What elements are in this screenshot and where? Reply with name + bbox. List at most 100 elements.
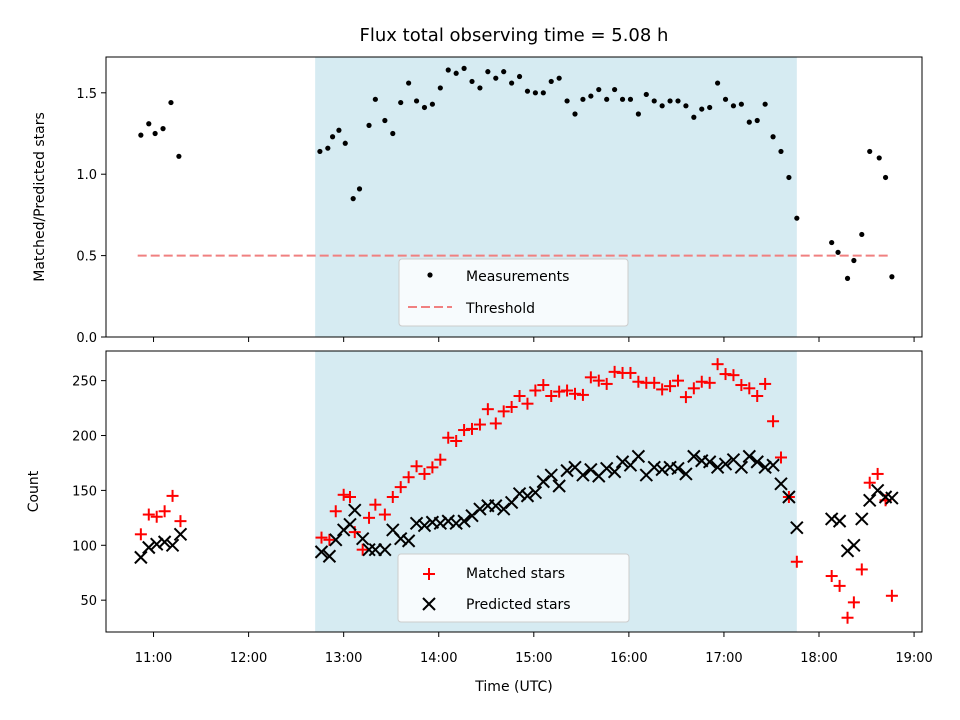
predicted-star-point <box>348 503 362 517</box>
matched-star-point <box>150 510 163 523</box>
measurement-point <box>889 274 895 280</box>
predicted-star-point <box>378 542 392 557</box>
predicted-star-point <box>758 460 772 475</box>
matched-star-point <box>166 489 179 502</box>
y-tick-label: 150 <box>72 484 97 499</box>
matched-star-point <box>767 415 780 428</box>
predicted-star-point <box>599 461 614 476</box>
matched-star-point <box>561 384 574 397</box>
measurement-point <box>762 101 768 107</box>
measurement-point <box>372 96 378 102</box>
measurement-point <box>350 196 356 202</box>
measurement-point <box>445 67 451 73</box>
predicted-star-point <box>576 468 590 482</box>
matched-star-point <box>394 481 407 494</box>
matched-star-point <box>337 488 350 501</box>
predicted-star-point <box>774 477 788 491</box>
legend-swatch <box>427 272 433 278</box>
matched-star-point <box>426 461 439 474</box>
measurement-point <box>619 96 626 102</box>
predicted-star-point <box>855 512 869 526</box>
legend-label-measurements: Measurements <box>466 269 569 285</box>
measurement-point <box>138 132 144 138</box>
matched-star-point <box>418 467 431 480</box>
measurement-point <box>453 70 459 76</box>
matched-star-point <box>624 366 637 379</box>
measurement-point <box>382 117 388 124</box>
matched-star-point <box>529 384 542 397</box>
measurement-point <box>532 90 538 96</box>
measurement-point <box>572 111 578 117</box>
matched-star-point <box>481 403 494 416</box>
measurement-point <box>699 106 705 112</box>
y-tick-label: 250 <box>72 375 97 390</box>
measurement-point <box>715 80 721 86</box>
predicted-star-point <box>782 490 796 504</box>
measurement-point <box>342 140 348 146</box>
measurement-point <box>829 239 835 246</box>
measurement-point <box>564 98 570 104</box>
matched-star-point <box>774 451 787 464</box>
bottom-legend-box <box>397 553 630 623</box>
x-tick-label: 11:00 <box>135 651 172 666</box>
predicted-star-point <box>742 449 757 464</box>
matched-star-point <box>632 375 645 388</box>
measurement-point <box>421 104 428 111</box>
measurement-point <box>437 85 443 91</box>
matched-star-point <box>743 382 756 395</box>
matched-star-point <box>473 418 486 431</box>
predicted-star-point <box>355 531 370 546</box>
measurement-point <box>390 130 396 137</box>
matched-star-point <box>855 563 868 576</box>
matched-star-point <box>434 453 447 466</box>
legend-marker-measurements <box>427 272 433 278</box>
top-plot-frame <box>105 56 923 338</box>
matched-star-point <box>329 505 342 518</box>
measurement-point <box>675 98 681 104</box>
matched-star-point <box>450 435 463 448</box>
matched-star-point <box>513 390 526 403</box>
measurement-point <box>548 78 554 85</box>
predicted-star-point <box>734 460 749 475</box>
measurement-point <box>398 99 404 106</box>
top-panel: 0.0 0.5 1.0 1.5 Flux total observing time =… <box>32 25 923 346</box>
matched-star-point <box>174 515 187 528</box>
measurement-point <box>627 96 634 102</box>
predicted-star-point <box>750 455 764 469</box>
matched-star-points <box>134 358 898 624</box>
matched-star-point <box>790 555 803 568</box>
predicted-star-point <box>702 455 717 469</box>
matched-star-point <box>759 377 772 390</box>
measurement-point <box>778 148 784 155</box>
predicted-star-point <box>512 486 527 501</box>
measurement-point <box>356 186 363 192</box>
matched-star-point <box>344 490 357 503</box>
bottom-plot-frame <box>105 350 923 633</box>
measurement-point <box>667 98 673 104</box>
chart-title: Flux total observing time = 5.08 h <box>360 25 669 46</box>
matched-star-point <box>600 377 613 390</box>
matched-star-point <box>489 417 502 430</box>
matched-star-point <box>703 376 716 389</box>
matched-star-point <box>386 490 399 503</box>
measurement-point <box>786 174 792 181</box>
predicted-star-point <box>766 458 780 472</box>
matched-star-point <box>545 390 558 403</box>
matched-star-point <box>841 611 854 624</box>
y-tick-label: 100 <box>72 539 97 554</box>
measurement-point <box>493 75 499 81</box>
matched-star-point <box>369 498 382 511</box>
bottom-legend: Matched stars Predicted stars <box>397 553 630 623</box>
matched-star-point <box>608 365 621 378</box>
matched-star-point <box>735 379 748 392</box>
matched-star-point <box>679 391 692 404</box>
predicted-star-point <box>173 527 188 542</box>
predicted-star-point <box>631 449 646 464</box>
legend-marker-matched <box>423 568 435 580</box>
measurement-point <box>501 69 507 75</box>
predicted-star-point <box>647 460 661 475</box>
matched-star-point <box>505 400 518 413</box>
predicted-star-point <box>433 516 448 531</box>
predicted-star-point <box>489 499 503 513</box>
